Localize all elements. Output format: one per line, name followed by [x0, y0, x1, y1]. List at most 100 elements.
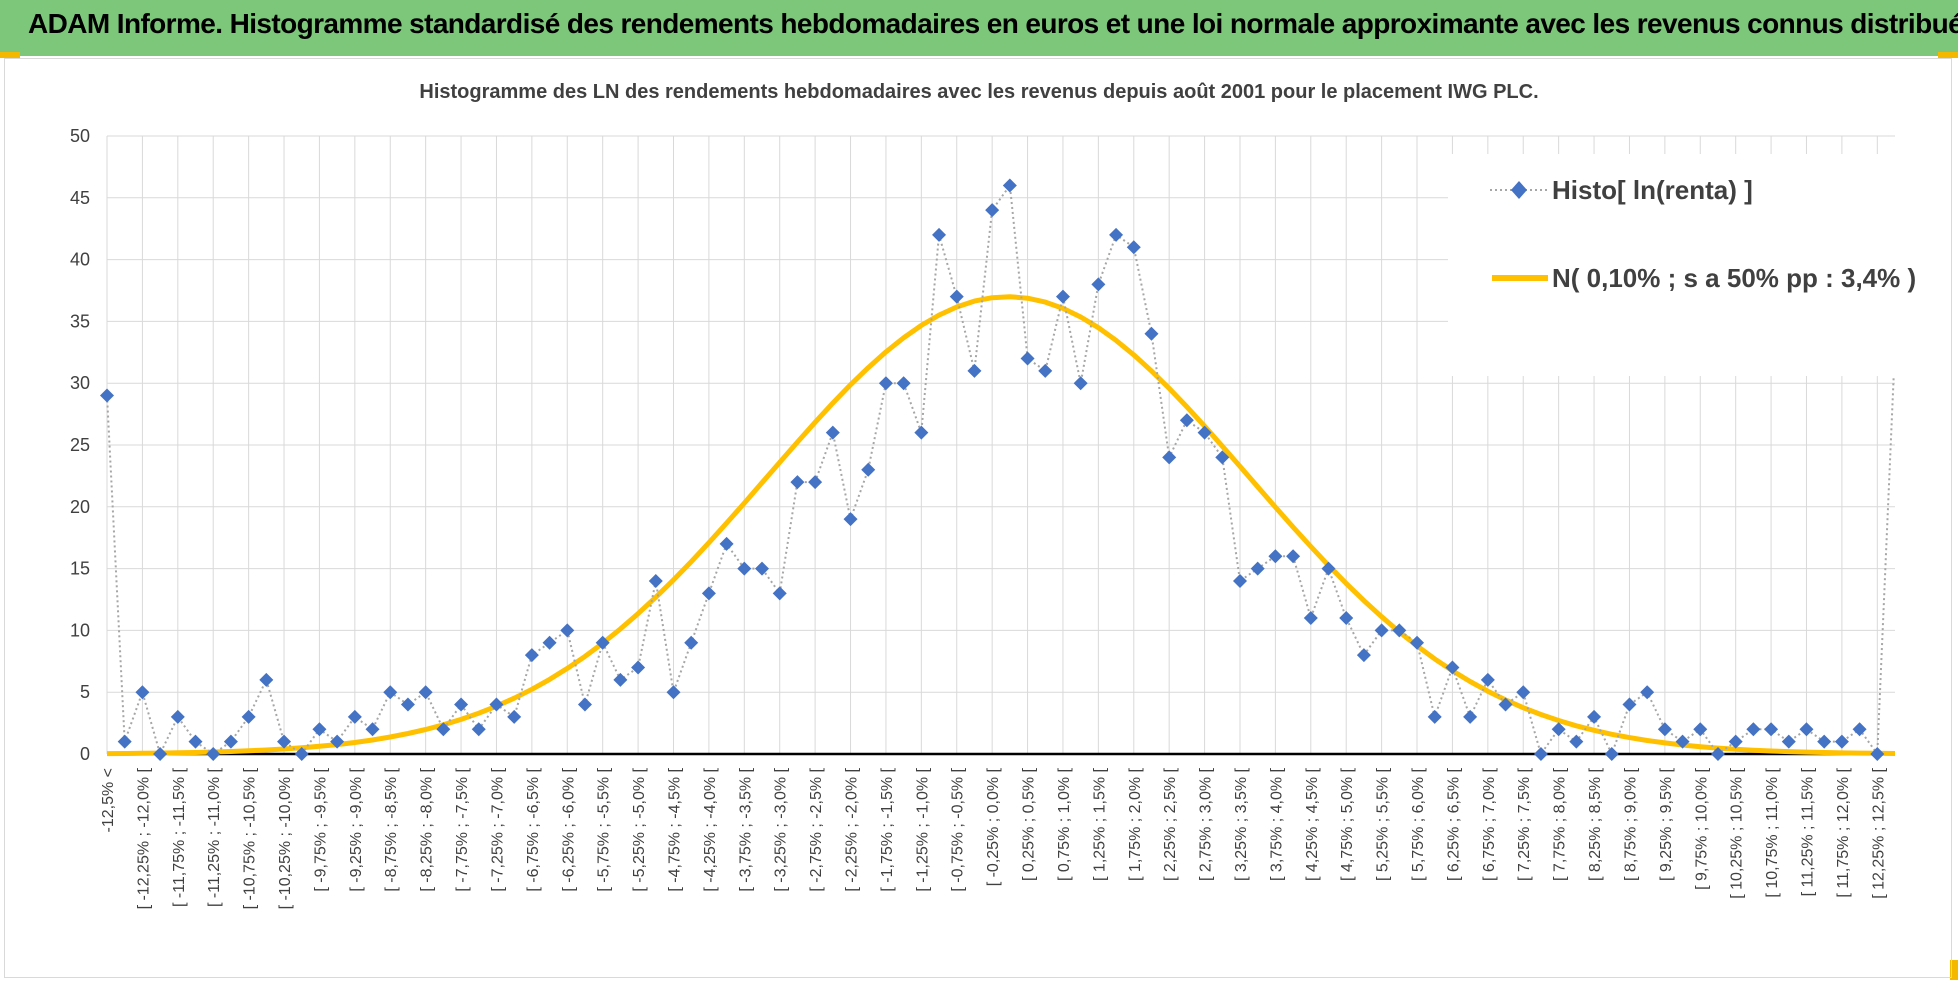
x-tick-label: [ 8,75% ; 9,0% [	[1622, 767, 1639, 881]
histo-point	[241, 709, 256, 724]
x-tick-label: [ 3,75% ; 4,0% [	[1268, 767, 1285, 881]
histo-point	[1356, 648, 1371, 663]
x-tick-label: -12,5% <	[100, 768, 117, 832]
y-tick-label: 45	[70, 188, 90, 208]
x-tick-label: [ 4,75% ; 5,0% [	[1339, 767, 1356, 881]
x-tick-label: [ 8,25% ; 8,5% [	[1587, 767, 1604, 881]
histo-point	[755, 561, 770, 576]
histo-point	[1622, 697, 1637, 712]
y-tick-label: 5	[80, 682, 90, 702]
histo-point	[1746, 722, 1761, 737]
x-tick-label: [ 4,25% ; 4,5% [	[1304, 767, 1321, 881]
histo-point	[1657, 722, 1672, 737]
legend-histo-marker	[1511, 181, 1527, 199]
x-tick-label: [ -5,25% ; -5,0% [	[631, 767, 648, 891]
x-tick-label: [ 7,25% ; 7,5% [	[1516, 767, 1533, 881]
x-tick-label: [ 0,25% ; 0,5% [	[1021, 767, 1038, 881]
histo-point	[1710, 747, 1725, 761]
report-title: ADAM Informe. Histogramme standardisé de…	[28, 8, 1958, 39]
histo-point	[418, 685, 433, 700]
y-axis-ticks: 0 5 10 15 20 25 30 35 40 45 50	[70, 126, 90, 764]
histo-point	[330, 734, 345, 749]
histo-point	[967, 363, 982, 378]
x-tick-label: [ -0,75% ; -0,5% [	[950, 767, 967, 891]
x-tick-label: [ -10,75% ; -10,5% [	[242, 767, 259, 909]
histo-point	[1410, 635, 1425, 650]
histo-point	[1374, 623, 1389, 638]
corner-accent-bottom	[1950, 960, 1958, 980]
histo-point	[1002, 178, 1017, 193]
y-tick-label: 10	[70, 620, 90, 640]
histo-point	[100, 388, 114, 403]
histo-point	[1303, 611, 1318, 626]
histo-point	[631, 660, 646, 675]
x-tick-label: [ -7,25% ; -7,0% [	[489, 767, 506, 891]
x-tick-label: [ -12,25% ; -12,0% [	[135, 767, 152, 909]
x-axis-ticks: -12,5% < [ -12,25% ; -12,0% [ [ -11,75% ; …	[100, 767, 1887, 909]
histo-point	[1339, 611, 1354, 626]
histo-point	[277, 734, 292, 749]
histo-point	[1162, 450, 1177, 465]
histo-point	[666, 685, 681, 700]
histo-point	[878, 376, 893, 391]
histo-point	[135, 685, 150, 700]
histo-point	[1870, 747, 1885, 761]
histo-point	[188, 734, 203, 749]
histo-point	[949, 289, 964, 304]
legend-normal-label: N( 0,10% ; s a 50% pp : 3,4% )	[1552, 263, 1916, 293]
x-tick-label: [ -11,75% ; -11,5% [	[171, 767, 188, 907]
histo-point	[436, 722, 451, 737]
histo-point	[1144, 326, 1159, 341]
x-tick-label: [ -2,25% ; -2,0% [	[844, 767, 861, 891]
histo-point	[1693, 722, 1708, 737]
histo-point	[914, 425, 929, 440]
histo-point	[1445, 660, 1460, 675]
y-tick-label: 0	[80, 744, 90, 764]
histo-point	[1392, 623, 1407, 638]
x-tick-label: [ 10,25% ; 10,5% [	[1729, 767, 1746, 898]
histo-point	[294, 747, 309, 761]
histo-point	[595, 635, 610, 650]
x-tick-label: [ -7,75% ; -7,5% [	[454, 767, 471, 891]
x-tick-label: [ 6,25% ; 6,5% [	[1445, 767, 1462, 881]
x-tick-label: [ 7,75% ; 8,0% [	[1552, 767, 1569, 881]
histo-point	[1533, 747, 1548, 761]
x-tick-label: [ 10,75% ; 11,0% [	[1764, 767, 1781, 897]
x-tick-label: [ -6,25% ; -6,0% [	[560, 767, 577, 891]
histo-point	[1463, 709, 1478, 724]
x-tick-label: [ -9,75% ; -9,5% [	[312, 767, 329, 891]
x-tick-label: [ 2,25% ; 2,5% [	[1162, 767, 1179, 881]
histo-point	[1179, 413, 1194, 428]
x-tick-label: [ 11,25% ; 11,5% [	[1799, 767, 1816, 896]
histo-point	[259, 672, 274, 687]
histo-point	[719, 536, 734, 551]
x-tick-label: [ -5,75% ; -5,5% [	[596, 767, 613, 891]
histo-point	[454, 697, 469, 712]
histo-point	[1038, 363, 1053, 378]
x-tick-label: [ 12,25% ; 12,5% [	[1870, 767, 1887, 898]
histo-point	[1551, 722, 1566, 737]
histo-point	[206, 747, 221, 761]
y-tick-label: 15	[70, 559, 90, 579]
y-tick-label: 50	[70, 126, 90, 146]
x-tick-label: [ 5,25% ; 5,5% [	[1375, 767, 1392, 881]
histo-point	[772, 586, 787, 601]
histo-point	[701, 586, 716, 601]
x-tick-label: [ 0,75% ; 1,0% [	[1056, 767, 1073, 881]
normal-curve-line	[106, 294, 1896, 757]
histo-point	[1055, 289, 1070, 304]
histo-point	[1020, 351, 1035, 366]
x-tick-label: [ 3,25% ; 3,5% [	[1233, 767, 1250, 881]
x-tick-label: [ -4,75% ; -4,5% [	[666, 767, 683, 891]
title-banner: ADAM Informe. Histogramme standardisé de…	[0, 0, 1958, 56]
x-tick-label: [ -9,25% ; -9,0% [	[348, 767, 365, 891]
x-tick-label: [ -8,75% ; -8,5% [	[383, 767, 400, 891]
histo-point	[1817, 734, 1832, 749]
x-tick-label: [ -3,25% ; -3,0% [	[773, 767, 790, 891]
histo-point	[1286, 549, 1301, 564]
histo-point	[1091, 277, 1106, 292]
y-tick-label: 35	[70, 311, 90, 331]
x-tick-label: [ -4,25% ; -4,0% [	[702, 767, 719, 891]
histo-point	[861, 462, 876, 477]
histo-point	[1834, 734, 1849, 749]
